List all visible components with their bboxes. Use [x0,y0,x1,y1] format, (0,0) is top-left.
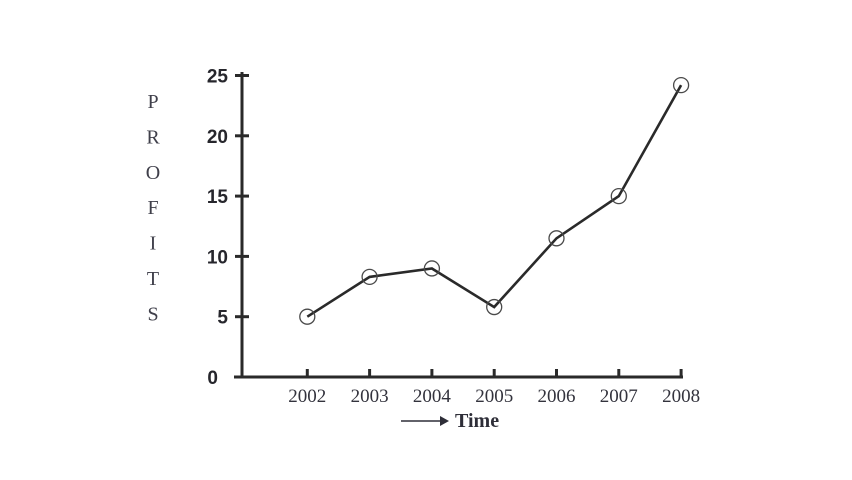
data-point-marker [361,268,378,286]
x-tick-label: 2005 [475,386,513,407]
y-tick-label: 0 [207,368,218,389]
x-tick-label: 2007 [600,386,638,407]
x-axis-title-row: Time [400,408,499,434]
y-axis-title-letter: I [150,233,157,255]
x-tick-label: 2006 [538,386,576,407]
y-tick-label: 25 [207,67,229,88]
y-axis-title-letter: T [147,268,159,290]
data-point-marker [299,308,316,325]
profit-line-series [306,84,683,318]
y-axis-title-letter: R [146,126,160,148]
y-axis-title-letter: F [147,197,158,219]
data-point-marker [672,76,690,94]
y-axis-title-letter: O [146,162,160,184]
y-axis-title-letter: P [147,91,158,113]
x-tick-label: 2003 [351,386,389,407]
y-tick-label: 15 [207,187,229,208]
x-tick-label: 2004 [413,386,452,407]
x-axis-title: Time [455,410,500,432]
y-tick-label: 10 [207,247,228,268]
y-axis-title-letter: S [147,303,158,325]
y-tick-label: 20 [207,127,228,148]
data-point-marker [548,230,565,247]
data-point-marker [486,298,503,316]
time-arrow-icon [401,416,449,426]
y-tick-label: 5 [217,308,228,329]
data-point-marker [423,260,441,277]
x-tick-label: 2002 [288,386,326,407]
data-point-marker [610,187,627,205]
x-tick-label: 2008 [662,386,700,407]
